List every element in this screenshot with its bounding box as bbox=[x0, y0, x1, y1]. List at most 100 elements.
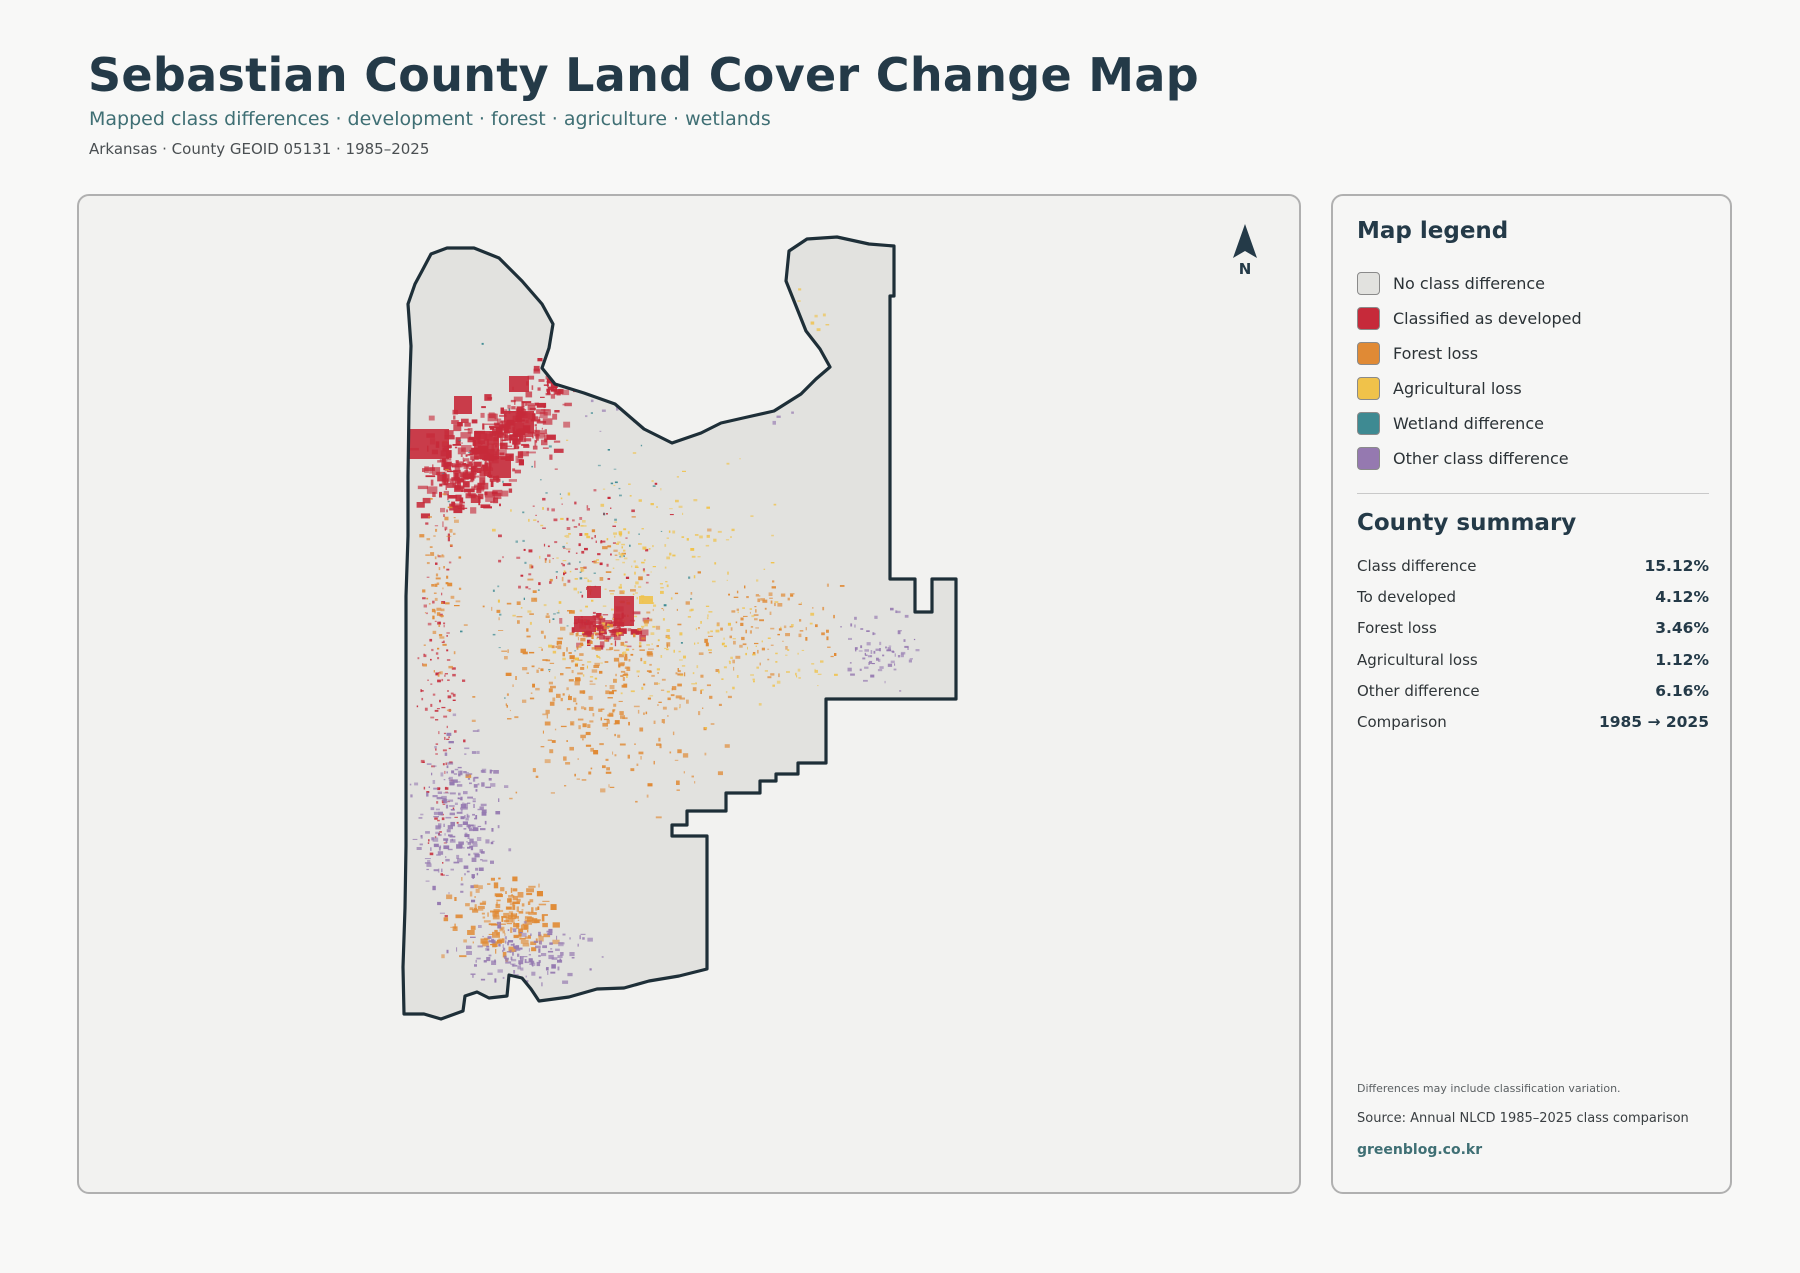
change-patch bbox=[581, 374, 588, 378]
change-patch bbox=[702, 414, 706, 417]
change-patch bbox=[431, 584, 435, 587]
legend-label: Other class difference bbox=[1393, 449, 1569, 468]
change-patch bbox=[428, 839, 430, 842]
change-patch bbox=[454, 605, 460, 607]
change-patch bbox=[436, 708, 440, 710]
page-meta: Arkansas · County GEOID 05131 · 1985–202… bbox=[89, 140, 430, 158]
change-patch bbox=[749, 630, 752, 634]
change-patch bbox=[542, 900, 550, 902]
change-patch bbox=[582, 937, 585, 940]
change-patch bbox=[496, 899, 501, 902]
change-patch bbox=[541, 648, 543, 651]
change-patch bbox=[482, 900, 487, 904]
change-patch bbox=[498, 909, 504, 912]
change-patch bbox=[485, 786, 491, 789]
change-patch bbox=[519, 947, 523, 950]
change-patch bbox=[447, 493, 449, 501]
change-patch bbox=[904, 614, 909, 618]
change-patch bbox=[553, 448, 564, 453]
change-patch bbox=[568, 562, 571, 565]
change-patch bbox=[895, 610, 898, 613]
change-patch bbox=[551, 373, 556, 377]
change-patch bbox=[656, 743, 662, 746]
change-patch bbox=[469, 828, 474, 832]
change-patch bbox=[620, 641, 625, 646]
change-patch bbox=[422, 761, 425, 763]
change-patch bbox=[660, 689, 665, 691]
change-patch bbox=[479, 477, 486, 485]
change-patch bbox=[733, 666, 735, 671]
change-patch bbox=[610, 507, 612, 509]
change-patch bbox=[528, 911, 534, 915]
change-patch bbox=[727, 695, 732, 699]
change-patch bbox=[750, 398, 753, 400]
change-patch bbox=[877, 669, 883, 672]
change-patch bbox=[462, 802, 465, 804]
change-patch bbox=[714, 562, 717, 565]
change-patch bbox=[518, 928, 524, 933]
change-patch bbox=[474, 431, 499, 459]
change-patch bbox=[529, 899, 534, 903]
change-patch bbox=[520, 939, 529, 944]
change-patch bbox=[746, 596, 749, 599]
change-patch bbox=[522, 539, 525, 542]
change-patch bbox=[599, 619, 605, 624]
change-patch bbox=[612, 567, 615, 569]
change-patch bbox=[636, 596, 638, 600]
change-patch bbox=[575, 552, 578, 554]
change-patch bbox=[750, 674, 754, 676]
change-patch bbox=[527, 901, 531, 905]
change-patch bbox=[483, 920, 491, 923]
change-patch bbox=[428, 786, 430, 788]
change-patch bbox=[442, 587, 444, 590]
change-patch bbox=[811, 663, 815, 665]
change-patch bbox=[421, 697, 424, 701]
map-panel[interactable] bbox=[77, 194, 1301, 1194]
change-patch bbox=[445, 602, 450, 605]
change-patch bbox=[556, 642, 559, 646]
change-patch bbox=[448, 495, 457, 499]
change-patch bbox=[657, 682, 661, 685]
change-patch bbox=[461, 449, 464, 451]
change-patch bbox=[725, 539, 730, 541]
change-patch bbox=[482, 941, 489, 947]
change-patch bbox=[718, 670, 720, 674]
change-patch bbox=[580, 642, 584, 647]
change-patch bbox=[525, 403, 535, 406]
change-patch bbox=[510, 963, 516, 965]
change-patch bbox=[486, 945, 490, 948]
change-patch bbox=[456, 947, 458, 952]
change-patch bbox=[767, 658, 770, 661]
change-patch bbox=[826, 629, 829, 633]
change-patch bbox=[572, 365, 581, 369]
change-patch bbox=[630, 589, 636, 592]
change-patch bbox=[446, 575, 449, 579]
change-patch bbox=[446, 771, 448, 774]
change-patch bbox=[509, 949, 512, 953]
change-patch bbox=[673, 382, 678, 385]
legend-swatch bbox=[1357, 272, 1380, 295]
change-patch bbox=[633, 615, 638, 618]
change-patch bbox=[426, 486, 438, 494]
change-patch bbox=[701, 405, 704, 408]
change-patch bbox=[745, 652, 747, 656]
change-patch bbox=[512, 876, 518, 882]
change-patch bbox=[467, 428, 473, 434]
change-patch bbox=[498, 534, 502, 538]
change-patch bbox=[613, 649, 620, 652]
change-patch bbox=[448, 741, 454, 744]
change-patch bbox=[771, 534, 774, 537]
change-patch bbox=[425, 475, 436, 478]
county-map[interactable] bbox=[79, 196, 1301, 1194]
change-patch bbox=[494, 893, 502, 897]
change-patch bbox=[622, 629, 625, 631]
change-patch bbox=[444, 752, 448, 756]
site-link[interactable]: greenblog.co.kr bbox=[1357, 1142, 1483, 1158]
change-patch bbox=[727, 571, 729, 575]
change-patch bbox=[480, 859, 483, 861]
change-patch bbox=[512, 684, 514, 687]
change-patch bbox=[628, 483, 631, 485]
change-patch bbox=[797, 300, 801, 302]
change-patch bbox=[682, 512, 684, 515]
change-patch bbox=[770, 644, 774, 646]
